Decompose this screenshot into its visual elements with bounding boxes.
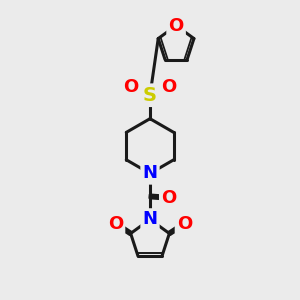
Text: O: O: [169, 16, 184, 34]
Text: N: N: [142, 210, 158, 228]
Text: O: O: [161, 189, 176, 207]
Text: O: O: [177, 214, 192, 232]
Text: N: N: [142, 164, 158, 182]
Text: S: S: [143, 86, 157, 105]
Text: O: O: [124, 78, 139, 96]
Text: O: O: [161, 78, 176, 96]
Text: O: O: [108, 214, 123, 232]
